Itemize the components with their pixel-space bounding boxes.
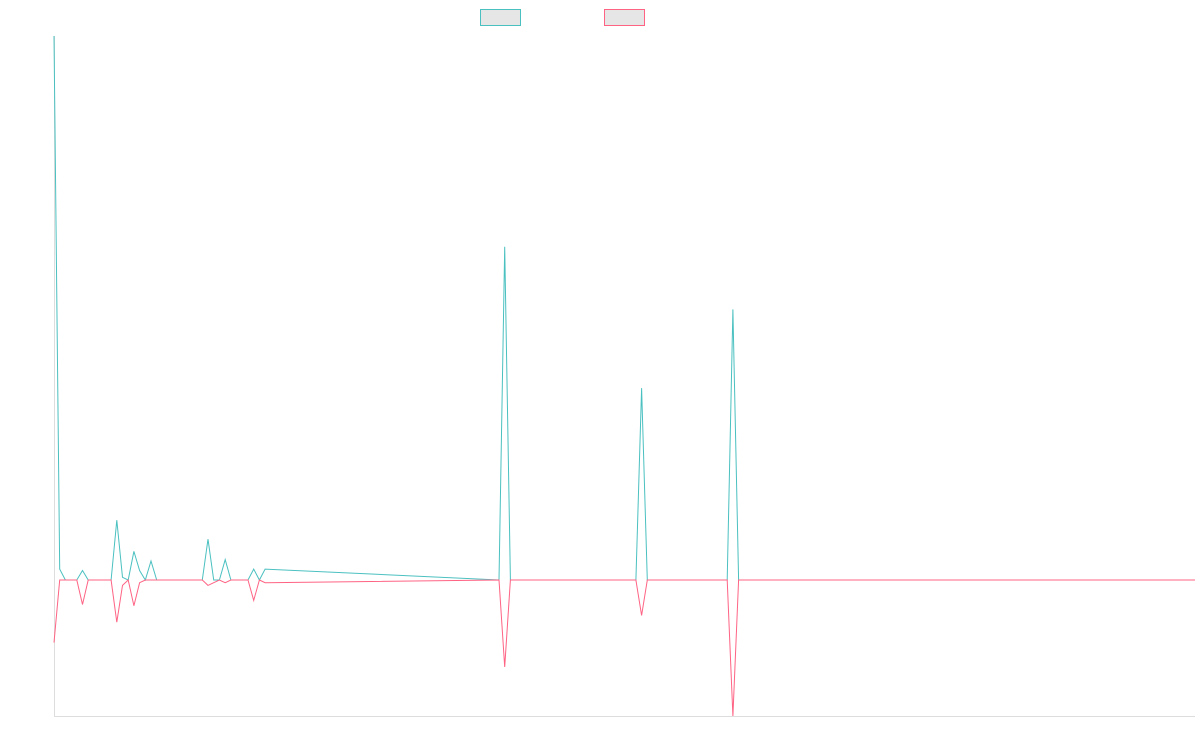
legend bbox=[480, 9, 645, 26]
series-2-line bbox=[53, 579, 1195, 717]
axes bbox=[54, 36, 1195, 717]
legend-swatch-series-1[interactable] bbox=[480, 9, 521, 26]
series-1-line bbox=[53, 35, 1195, 582]
series-layer bbox=[53, 35, 1195, 717]
legend-swatch-series-2[interactable] bbox=[604, 9, 645, 26]
